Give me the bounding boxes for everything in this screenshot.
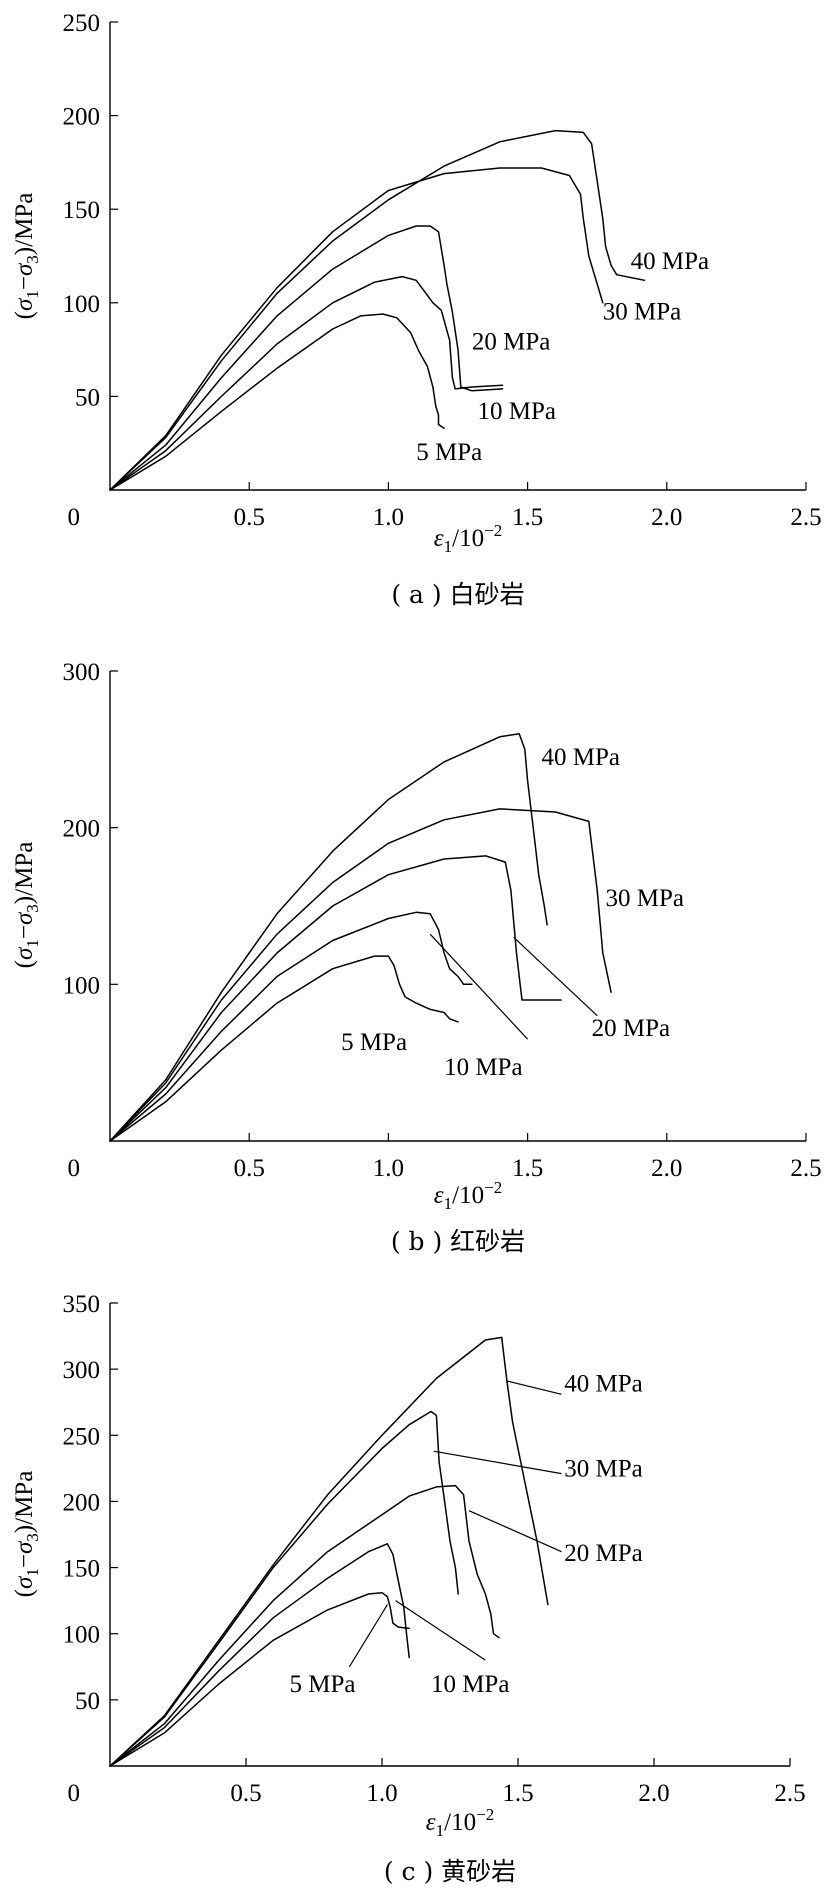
panel-caption: ( c ) 黄砂岩 <box>384 1857 516 1886</box>
curve-label: 30 MPa <box>564 1455 642 1482</box>
x-tick-label: 1.0 <box>373 1155 404 1182</box>
curve-label: 5 MPa <box>416 439 482 466</box>
curve-label: 40 MPa <box>564 1371 642 1398</box>
curve-5-mpa <box>109 313 445 491</box>
leader-line <box>468 1510 562 1553</box>
y-tick-label: 200 <box>63 1489 101 1516</box>
curve-5-mpa <box>109 955 459 1142</box>
y-tick-label: 50 <box>75 1688 100 1715</box>
curve-20-mpa <box>109 225 504 491</box>
x-tick-label: 2.5 <box>790 1155 821 1182</box>
curve-40-mpa <box>109 129 646 491</box>
leader-line <box>506 1380 562 1395</box>
curve-label: 40 MPa <box>631 248 709 275</box>
x-tick-label: 0.5 <box>234 1155 265 1182</box>
y-tick-label: 150 <box>63 1556 101 1583</box>
curve-label: 30 MPa <box>606 885 684 912</box>
panel-caption: ( b ) 红砂岩 <box>391 1227 525 1256</box>
x-tick-label: 2.5 <box>774 1780 805 1807</box>
x-axis-label: ε1/10−2 <box>426 1805 494 1840</box>
chart-panel-1: 0 0.5 1.0 1.5 2.0 2.5 100 200 300 (σ1−σ3)/MPa ε1/1… <box>11 659 822 1256</box>
curve-label: 30 MPa <box>603 299 681 326</box>
y-tick-label: 200 <box>63 816 101 843</box>
curve-label: 40 MPa <box>542 744 620 771</box>
y-axis-label: (σ1−σ3)/MPa <box>11 1471 42 1598</box>
y-tick-label: 300 <box>63 1357 101 1384</box>
x-tick-label: 1.0 <box>373 504 404 531</box>
curve-40-mpa <box>109 732 548 1142</box>
chart-panel-0: 0 0.5 1.0 1.5 2.0 2.5 50 100 150 200 250 (σ1−σ3)/MP… <box>11 10 822 609</box>
y-tick-label: 300 <box>63 659 101 686</box>
x-tick-label: 1.5 <box>512 504 543 531</box>
curve-label: 5 MPa <box>341 1029 407 1056</box>
curve-label: 10 MPa <box>444 1054 522 1081</box>
x-axis-label: ε1/10−2 <box>434 521 502 556</box>
y-axis-label: (σ1−σ3)/MPa <box>11 842 42 969</box>
x-tick-label: 2.5 <box>790 504 821 531</box>
curve-10-mpa <box>109 1543 410 1767</box>
x-tick-label: 2.0 <box>638 1780 669 1807</box>
panel-caption: ( a ) 白砂岩 <box>391 580 524 609</box>
leader-line <box>429 933 529 1040</box>
curve-label: 20 MPa <box>592 1015 670 1042</box>
x-tick-label: 2.0 <box>651 1155 682 1182</box>
leader-line <box>433 1450 562 1475</box>
x-tick-label: 0.5 <box>234 504 265 531</box>
curve-5-mpa <box>109 1591 410 1767</box>
y-tick-label: 100 <box>63 1622 101 1649</box>
y-tick-label: 250 <box>63 1423 101 1450</box>
origin-zero-label: 0 <box>68 1780 81 1807</box>
y-tick-label: 350 <box>63 1291 101 1318</box>
x-tick-label: 1.5 <box>502 1780 533 1807</box>
y-tick-label: 100 <box>63 291 101 318</box>
x-tick-label: 2.0 <box>651 504 682 531</box>
y-tick-label: 200 <box>63 104 101 131</box>
origin-zero-label: 0 <box>68 1155 81 1182</box>
x-axis-label: ε1/10−2 <box>434 1178 502 1213</box>
curve-30-mpa <box>109 1410 459 1767</box>
curve-label: 5 MPa <box>290 1671 356 1698</box>
origin-zero-label: 0 <box>68 504 81 531</box>
y-axis-label: (σ1−σ3)/MPa <box>11 193 42 320</box>
y-tick-label: 150 <box>63 197 101 224</box>
chart-panel-2: 0 0.5 1.0 1.5 2.0 2.5 50 100 150 200 250 300 350 (σ1−… <box>11 1291 806 1886</box>
curve-20-mpa <box>109 1484 500 1767</box>
x-tick-label: 1.0 <box>366 1780 397 1807</box>
leader-line <box>513 936 598 1017</box>
curve-10-mpa <box>109 911 473 1142</box>
x-tick-label: 0.5 <box>230 1780 261 1807</box>
curve-20-mpa <box>109 855 562 1142</box>
y-tick-label: 50 <box>75 384 100 411</box>
x-tick-label: 1.5 <box>512 1155 543 1182</box>
curve-30-mpa <box>109 808 612 1142</box>
leader-line <box>395 1600 486 1661</box>
y-tick-label: 250 <box>63 10 101 37</box>
leader-line <box>348 1604 388 1668</box>
curve-label: 10 MPa <box>431 1671 509 1698</box>
curve-30-mpa <box>109 167 604 491</box>
curve-10-mpa <box>109 275 504 491</box>
y-tick-label: 100 <box>63 972 101 999</box>
curve-label: 20 MPa <box>472 329 550 356</box>
curve-label: 10 MPa <box>477 398 555 425</box>
curve-label: 20 MPa <box>564 1540 642 1567</box>
